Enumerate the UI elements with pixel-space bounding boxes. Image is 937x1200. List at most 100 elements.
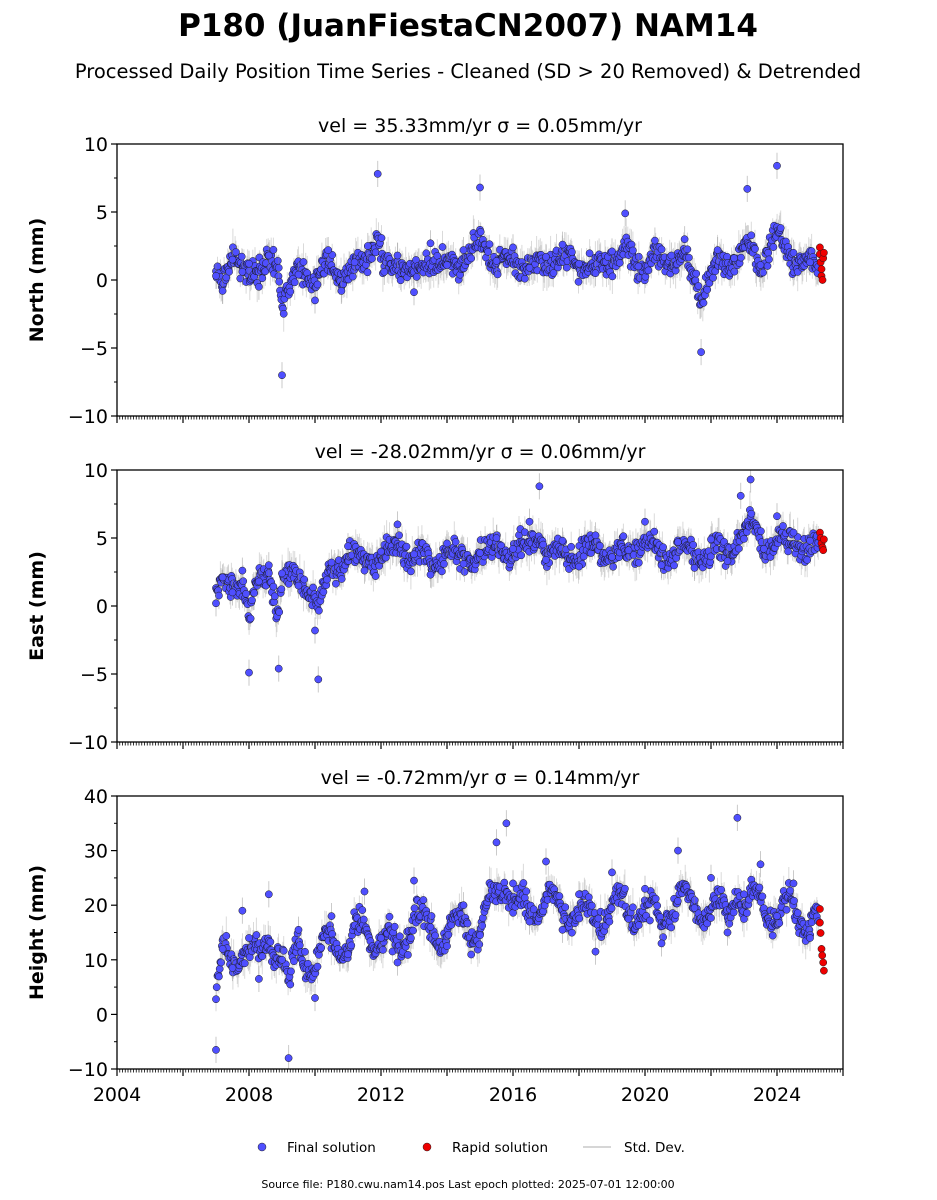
panels: vel = 35.33mm/yr σ = 0.05mm/yr North (mm)…: [26, 115, 844, 1106]
final-point: [467, 254, 476, 263]
final-point: [279, 946, 288, 955]
final-point: [217, 958, 225, 967]
final-point: [689, 541, 698, 549]
final-point: [699, 299, 708, 307]
final-point: [246, 614, 255, 623]
final-point: [350, 258, 359, 267]
final-point: [245, 259, 253, 268]
final-point: [212, 272, 220, 280]
final-point: [407, 567, 415, 576]
final-point: [692, 269, 701, 278]
final-point: [730, 267, 739, 276]
final-point: [215, 965, 224, 973]
final-point: [294, 270, 303, 279]
final-point: [242, 589, 250, 598]
final-point: [245, 668, 253, 677]
final-point: [634, 262, 643, 271]
final-point: [377, 234, 386, 242]
final-point: [275, 277, 284, 286]
final-point: [615, 259, 624, 267]
final-point: [255, 282, 263, 291]
final-point: [641, 517, 649, 526]
final-point: [237, 252, 246, 261]
final-point: [443, 261, 451, 269]
final-point: [294, 581, 303, 590]
figure-subtitle: Processed Daily Position Time Series - C…: [75, 60, 861, 83]
final-point: [697, 348, 705, 356]
final-point: [730, 254, 738, 263]
final-point: [337, 287, 346, 295]
final-point: [373, 170, 382, 178]
east-ylabel: East (mm): [26, 551, 48, 661]
final-point: [764, 248, 773, 257]
final-point: [443, 539, 451, 548]
final-point: [332, 579, 340, 588]
final-point: [558, 536, 567, 545]
final-point: [535, 482, 544, 491]
final-point: [277, 585, 286, 594]
rapid-point: [817, 265, 826, 273]
final-point: [266, 938, 275, 946]
y-tick-label: 0: [96, 596, 108, 618]
final-point: [737, 253, 745, 262]
final-point: [690, 564, 699, 572]
final-point: [747, 231, 756, 240]
final-point: [300, 575, 309, 584]
final-point: [222, 932, 231, 940]
y-tick-label: −10: [68, 732, 108, 754]
final-point: [476, 549, 484, 557]
final-point: [740, 535, 748, 543]
final-point: [667, 251, 676, 260]
final-point: [225, 267, 234, 276]
final-point: [218, 287, 227, 295]
final-point: [215, 972, 223, 981]
final-point: [492, 534, 501, 542]
final-point: [520, 274, 529, 283]
east-panel: vel = -28.02mm/yr σ = 0.06mm/yr East (mm)…: [26, 441, 844, 754]
final-point: [773, 161, 781, 170]
final-point: [585, 249, 594, 258]
final-point: [574, 277, 583, 286]
final-point: [493, 270, 502, 279]
north-rapid-points: [816, 243, 828, 284]
final-point: [371, 572, 380, 580]
y-tick-label: 0: [96, 270, 108, 292]
final-point: [789, 528, 798, 537]
final-point: [723, 557, 732, 565]
final-point: [650, 527, 659, 536]
final-point: [746, 475, 755, 484]
final-point: [451, 538, 460, 546]
height-ylabel: Height (mm): [26, 865, 48, 1000]
y-tick-label: −10: [68, 406, 108, 428]
final-point: [634, 558, 643, 567]
final-point: [624, 546, 633, 555]
final-point: [759, 268, 767, 277]
final-point: [629, 246, 637, 255]
final-point: [426, 239, 435, 248]
final-point: [212, 995, 220, 1004]
final-point: [287, 967, 295, 976]
final-point: [476, 183, 484, 192]
y-tick-label: 5: [96, 202, 108, 224]
final-point: [705, 279, 714, 287]
final-point: [371, 248, 380, 257]
final-point: [258, 274, 267, 283]
final-point: [319, 588, 328, 596]
final-point: [591, 269, 600, 278]
final-point: [215, 591, 223, 600]
final-point: [402, 542, 411, 551]
east-axes-frame: [116, 469, 844, 743]
final-point: [218, 573, 227, 582]
final-point: [562, 263, 571, 272]
final-point: [363, 242, 372, 250]
final-point: [747, 509, 756, 518]
rapid-point: [818, 276, 827, 284]
final-point: [789, 248, 798, 257]
final-point: [591, 531, 600, 540]
final-point: [558, 240, 567, 249]
final-point: [644, 266, 653, 275]
final-point: [274, 263, 283, 272]
final-point: [460, 568, 469, 576]
final-point: [459, 246, 468, 254]
final-point: [608, 247, 616, 256]
